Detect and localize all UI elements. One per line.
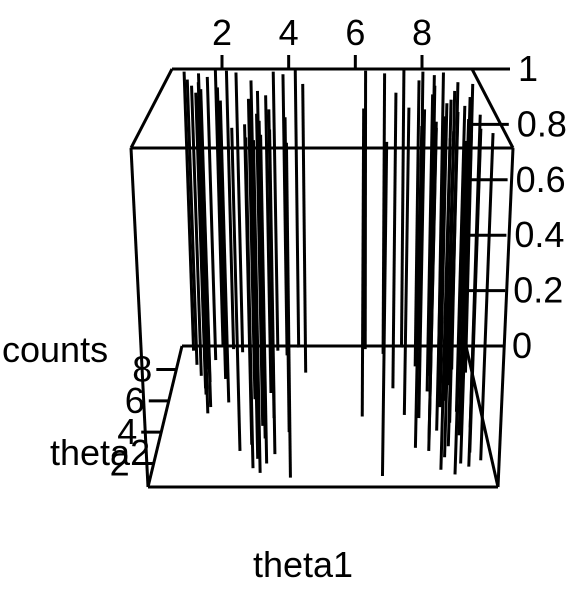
data-spike — [413, 80, 421, 367]
data-spike — [196, 106, 210, 414]
data-spike — [417, 109, 427, 419]
box-edge — [146, 345, 184, 488]
box-edge — [129, 147, 150, 488]
data-spike — [284, 142, 292, 478]
data-spike — [380, 141, 389, 477]
data-spike — [251, 140, 262, 473]
data-spike — [453, 140, 468, 475]
data-spike — [402, 107, 411, 415]
z-tick-label: 1 — [518, 48, 538, 89]
data-spike — [427, 127, 438, 452]
data-spike — [293, 69, 301, 348]
x-tick-label: 4 — [279, 12, 299, 53]
z-axis-label: counts — [2, 329, 108, 370]
data-spike — [182, 71, 196, 351]
box-edge — [496, 147, 515, 488]
data-spike — [435, 116, 446, 431]
data-spike — [264, 95, 273, 394]
data-spike — [391, 92, 398, 389]
y-axis-label: theta2 — [50, 432, 150, 473]
z-tick-label: 0.4 — [514, 214, 564, 255]
data-spike — [205, 76, 218, 361]
data-spike — [438, 103, 449, 408]
data-spike — [301, 83, 308, 373]
data-spike — [230, 127, 242, 452]
data-spike — [413, 126, 424, 448]
y-tick-label: 8 — [132, 349, 152, 390]
y-tick-label: 6 — [125, 380, 145, 421]
x-tick-label: 2 — [212, 12, 232, 53]
data-spike — [457, 118, 471, 436]
x-tick-label: 8 — [412, 12, 432, 53]
bounding-box — [129, 67, 515, 489]
box-edge — [129, 68, 174, 149]
box-edge — [464, 345, 500, 488]
z-tick-label: 0 — [512, 325, 532, 366]
data-spike — [360, 108, 366, 417]
data-spike — [234, 72, 245, 353]
data-spike — [255, 113, 265, 426]
box-edge — [470, 68, 515, 149]
data-spike — [443, 131, 456, 458]
x-axis-label: theta1 — [253, 544, 353, 585]
data-spike — [268, 129, 277, 455]
y-tick-label: 2 — [110, 443, 130, 484]
data-spike — [215, 87, 228, 379]
data-spike — [224, 70, 236, 350]
data-spike — [213, 68, 225, 347]
data-spikes — [182, 68, 495, 478]
data-spike — [244, 137, 255, 469]
data-spike — [479, 133, 495, 461]
data-spike — [190, 85, 203, 376]
data-spike — [199, 103, 213, 408]
data-spike — [249, 132, 260, 459]
data-spike — [271, 71, 280, 351]
y-tick-label: 4 — [117, 411, 137, 452]
data-spike — [446, 125, 459, 447]
data-spike — [259, 134, 269, 464]
x-tick-label: 6 — [345, 12, 365, 53]
data-spike — [467, 136, 482, 467]
data-spike — [399, 69, 406, 348]
data-spike — [218, 100, 231, 403]
data-spike — [185, 79, 199, 365]
z-tick-label: 0.6 — [516, 159, 566, 200]
z-tick-label: 0.8 — [517, 103, 567, 144]
data-spike — [425, 94, 435, 392]
axis-ticks — [133, 55, 510, 465]
data-spike — [439, 138, 452, 470]
z-tick-label: 0.2 — [513, 270, 563, 311]
data-spike — [459, 134, 473, 464]
